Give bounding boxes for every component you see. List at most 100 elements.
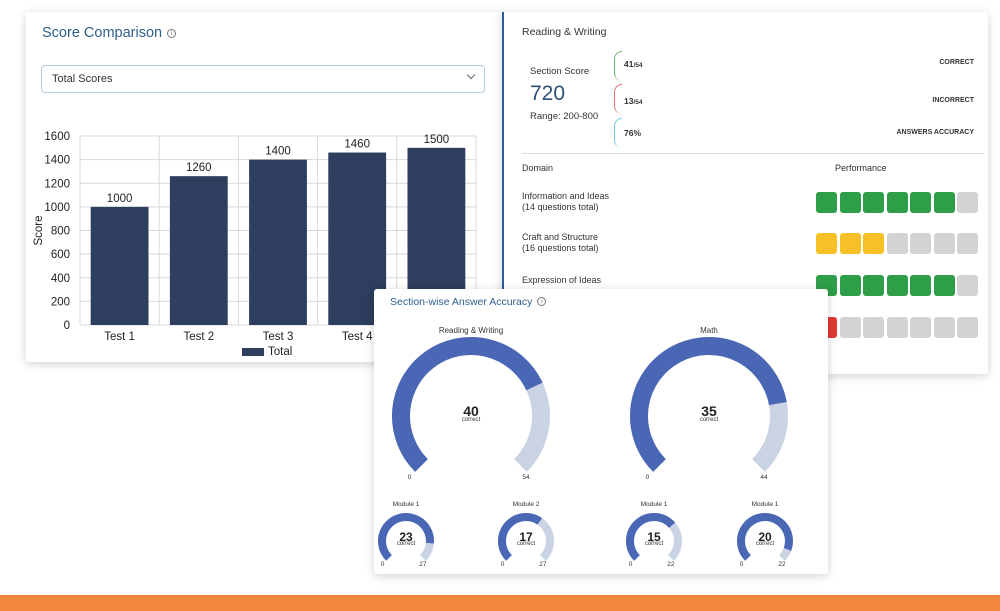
gauge xyxy=(630,337,788,472)
info-icon[interactable]: i xyxy=(537,297,547,306)
section-score-range: Range: 200-800 xyxy=(530,111,599,122)
performance-box xyxy=(863,233,884,254)
gauge-value: 23 xyxy=(399,529,413,544)
score-comparison-card: Score Comparison i Total Scores 0 200 400 60… xyxy=(26,12,502,362)
gauge-fill xyxy=(626,513,676,561)
gauge-value: 35 xyxy=(701,402,717,419)
stat-label: CORRECT xyxy=(939,59,974,66)
gauge-max: 22 xyxy=(667,561,675,569)
performance-box xyxy=(933,192,955,213)
domain-count: (14 questions total) xyxy=(522,202,599,212)
gauge-fill xyxy=(378,513,434,561)
domain-count: (16 questions total) xyxy=(522,243,599,253)
divider xyxy=(522,153,984,154)
performance-box xyxy=(863,317,884,338)
score-type-select[interactable]: Total Scores xyxy=(41,65,485,93)
gauge-max: 22 xyxy=(778,561,786,569)
info-icon[interactable]: i xyxy=(167,29,177,38)
gauge-min: 0 xyxy=(380,561,385,569)
performance-box xyxy=(863,275,884,296)
y-tick-label: 400 xyxy=(51,273,70,285)
performance-box xyxy=(816,192,837,213)
gauge-value: 15 xyxy=(647,529,661,544)
bar-value-label: 1000 xyxy=(107,193,133,205)
y-tick-label: 800 xyxy=(51,226,70,238)
stat-incorrect: 13/54 INCORRECT xyxy=(614,84,974,114)
gauge-caption: correct xyxy=(396,541,416,547)
stat-label: ANSWERS ACCURACY xyxy=(896,129,974,136)
performance-boxes xyxy=(816,192,978,213)
domain-name: Expression of Ideas xyxy=(522,275,602,285)
performance-box xyxy=(957,275,978,296)
stat-accent-bar xyxy=(614,51,622,81)
y-tick-label: 1400 xyxy=(44,155,70,167)
domain-header: Domain xyxy=(522,163,554,173)
gauge-fill xyxy=(630,337,787,472)
bar[interactable] xyxy=(249,159,307,325)
performance-box xyxy=(816,233,837,254)
x-tick-label: Test 1 xyxy=(104,331,135,343)
gauge-max: 27 xyxy=(419,561,427,569)
y-tick-label: 200 xyxy=(51,296,70,308)
performance-box xyxy=(910,275,931,296)
performance-box xyxy=(839,317,861,338)
gauge-min: 0 xyxy=(628,561,633,569)
gauge-max: 54 xyxy=(522,474,530,482)
performance-box xyxy=(957,317,978,338)
legend-swatch xyxy=(242,348,264,356)
performance-box xyxy=(886,275,908,296)
stat-label: INCORRECT xyxy=(932,97,974,104)
gauge-title: Module 1 xyxy=(392,501,420,508)
y-tick-label: 1200 xyxy=(44,178,70,190)
performance-box xyxy=(910,192,931,213)
gauge-fill xyxy=(737,513,793,561)
performance-box xyxy=(886,192,908,213)
performance-box xyxy=(839,192,861,213)
bar[interactable] xyxy=(90,206,149,325)
gauge-title: Module 1 xyxy=(640,501,668,508)
legend-label[interactable]: Total xyxy=(268,346,292,358)
y-axis-label: Score xyxy=(33,215,45,245)
bar[interactable] xyxy=(169,176,228,325)
y-tick-label: 0 xyxy=(64,320,70,332)
performance-box xyxy=(957,233,978,254)
performance-box xyxy=(863,192,884,213)
score-comparison-title: Score Comparison i xyxy=(42,25,177,41)
gauge-fill xyxy=(498,513,543,561)
gauge-value: 17 xyxy=(519,529,533,544)
gauge xyxy=(737,513,793,561)
gauge-min: 0 xyxy=(500,561,505,569)
gauge-title: Math xyxy=(700,326,718,335)
gauge xyxy=(392,337,550,472)
performance-box xyxy=(839,233,861,254)
gauge-title: Module 2 xyxy=(512,501,540,508)
stat-accent-bar xyxy=(614,118,622,148)
bar-value-label: 1500 xyxy=(424,134,450,146)
stat-value-total: /54 xyxy=(633,62,643,69)
stat-correct: 41/54 CORRECT xyxy=(614,51,974,81)
gauge-min: 0 xyxy=(407,474,412,482)
gauge-max: 27 xyxy=(539,561,547,569)
performance-box xyxy=(933,233,955,254)
y-tick-label: 600 xyxy=(51,249,70,261)
reading-writing-title: Reading & Writing xyxy=(522,26,607,38)
gauge-max: 44 xyxy=(760,474,768,482)
domain-row: Craft and Structure (16 questions total) xyxy=(522,232,982,254)
stat-value-total: /54 xyxy=(633,99,643,106)
stat-accent-bar xyxy=(614,84,622,114)
performance-header: Performance xyxy=(835,163,887,173)
score-comparison-title-text: Score Comparison xyxy=(42,25,163,41)
performance-boxes xyxy=(816,233,978,254)
stat-value-number: 76% xyxy=(624,128,642,138)
gauge xyxy=(378,513,434,561)
gauge-caption: correct xyxy=(461,417,481,423)
domain-name: Information and Ideas xyxy=(522,191,610,201)
performance-boxes xyxy=(816,275,978,296)
section-accuracy-title-text: Section-wise Answer Accuracy xyxy=(390,296,533,308)
gauge-caption: correct xyxy=(699,417,719,423)
stat-value: 76% xyxy=(624,128,641,138)
x-tick-label: Test 4 xyxy=(342,331,373,343)
domain-row: Expression of Ideas xyxy=(522,275,982,296)
gauge xyxy=(626,513,682,561)
performance-box xyxy=(910,233,931,254)
